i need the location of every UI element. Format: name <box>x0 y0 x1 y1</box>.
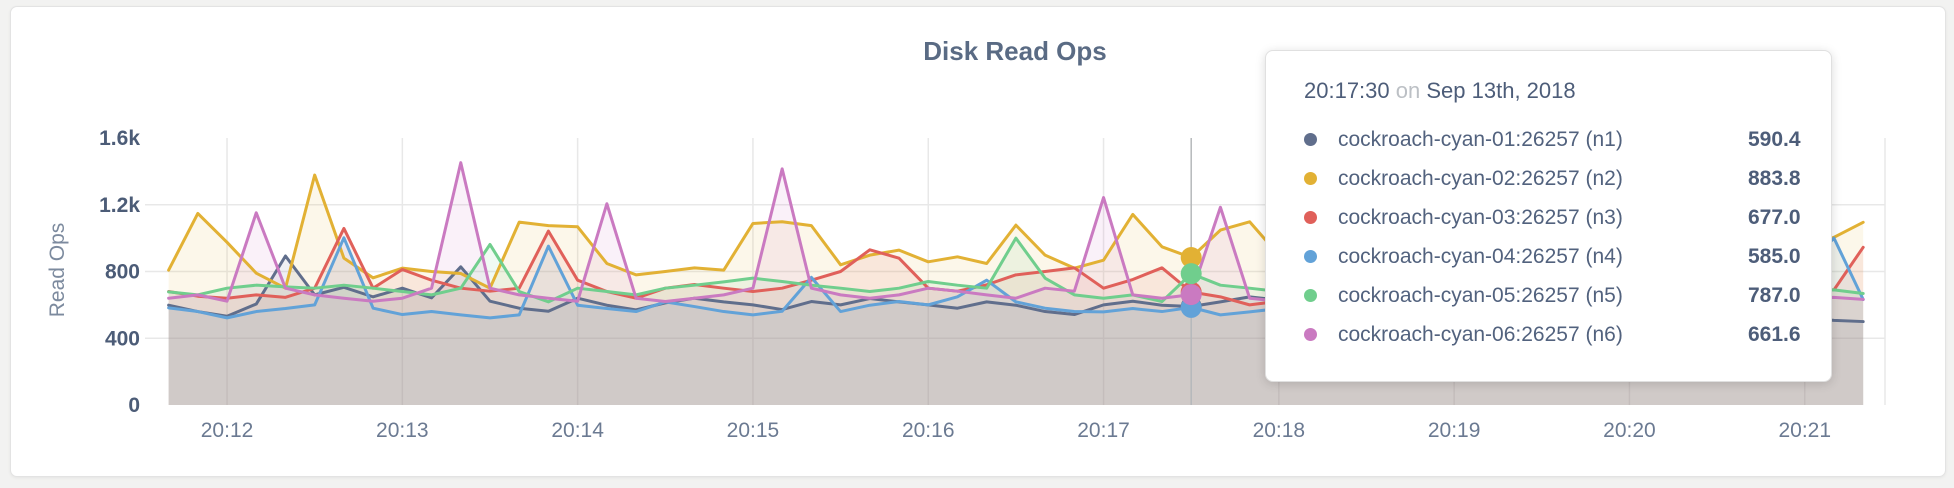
x-tick-label: 20:14 <box>551 419 604 442</box>
tooltip-time: 20:17:30 <box>1304 78 1390 103</box>
hover-dot-6 <box>1180 284 1202 306</box>
series-name: cockroach-cyan-04:26257 (n4) <box>1338 244 1623 268</box>
tooltip-series-row: cockroach-cyan-01:26257 (n1) 590.4 <box>1304 120 1807 159</box>
x-tick-label: 20:15 <box>727 419 780 442</box>
tooltip-connector: on <box>1395 78 1421 103</box>
series-name: cockroach-cyan-05:26257 (n5) <box>1338 283 1623 307</box>
y-tick-label: 0 <box>128 394 140 417</box>
series-color-dot <box>1304 289 1317 302</box>
x-tick-label: 20:19 <box>1428 419 1481 442</box>
chart-tooltip: 20:17:30 on Sep 13th, 2018 cockroach-cya… <box>1265 50 1832 382</box>
hover-dot-5 <box>1180 263 1202 285</box>
series-value: 883.8 <box>1748 166 1801 190</box>
tooltip-series-row: cockroach-cyan-06:26257 (n6) 661.6 <box>1304 315 1807 354</box>
series-value: 585.0 <box>1748 244 1801 268</box>
y-tick-label: 1.6k <box>99 127 140 150</box>
series-value: 787.0 <box>1748 283 1801 307</box>
series-name: cockroach-cyan-01:26257 (n1) <box>1338 127 1623 151</box>
x-tick-label: 20:18 <box>1253 419 1306 442</box>
series-color-dot <box>1304 250 1317 263</box>
hover-dot-2 <box>1180 247 1202 269</box>
y-tick-label: 800 <box>105 261 140 284</box>
series-name: cockroach-cyan-06:26257 (n6) <box>1338 322 1623 346</box>
tooltip-date: Sep 13th, 2018 <box>1426 78 1576 103</box>
chart-title: Disk Read Ops <box>923 36 1107 66</box>
x-tick-label: 20:21 <box>1778 419 1831 442</box>
tooltip-series-row: cockroach-cyan-05:26257 (n5) 787.0 <box>1304 276 1807 315</box>
y-tick-label: 400 <box>105 327 140 350</box>
series-name: cockroach-cyan-03:26257 (n3) <box>1338 205 1623 229</box>
tooltip-series-row: cockroach-cyan-04:26257 (n4) 585.0 <box>1304 237 1807 276</box>
x-tick-label: 20:12 <box>201 419 254 442</box>
tooltip-series-row: cockroach-cyan-02:26257 (n2) 883.8 <box>1304 159 1807 198</box>
series-color-dot <box>1304 211 1317 224</box>
series-color-dot <box>1304 133 1317 146</box>
tooltip-series-row: cockroach-cyan-03:26257 (n3) 677.0 <box>1304 198 1807 237</box>
y-tick-label: 1.2k <box>99 194 140 217</box>
series-name: cockroach-cyan-02:26257 (n2) <box>1338 166 1623 190</box>
series-value: 677.0 <box>1748 205 1801 229</box>
series-value: 661.6 <box>1748 322 1801 346</box>
tooltip-header: 20:17:30 on Sep 13th, 2018 <box>1304 78 1807 104</box>
series-color-dot <box>1304 328 1317 341</box>
x-tick-label: 20:13 <box>376 419 429 442</box>
x-tick-label: 20:16 <box>902 419 955 442</box>
series-value: 590.4 <box>1748 127 1801 151</box>
series-color-dot <box>1304 172 1317 185</box>
x-tick-label: 20:17 <box>1077 419 1130 442</box>
x-tick-label: 20:20 <box>1603 419 1656 442</box>
y-axis-label: Read Ops <box>46 222 69 318</box>
